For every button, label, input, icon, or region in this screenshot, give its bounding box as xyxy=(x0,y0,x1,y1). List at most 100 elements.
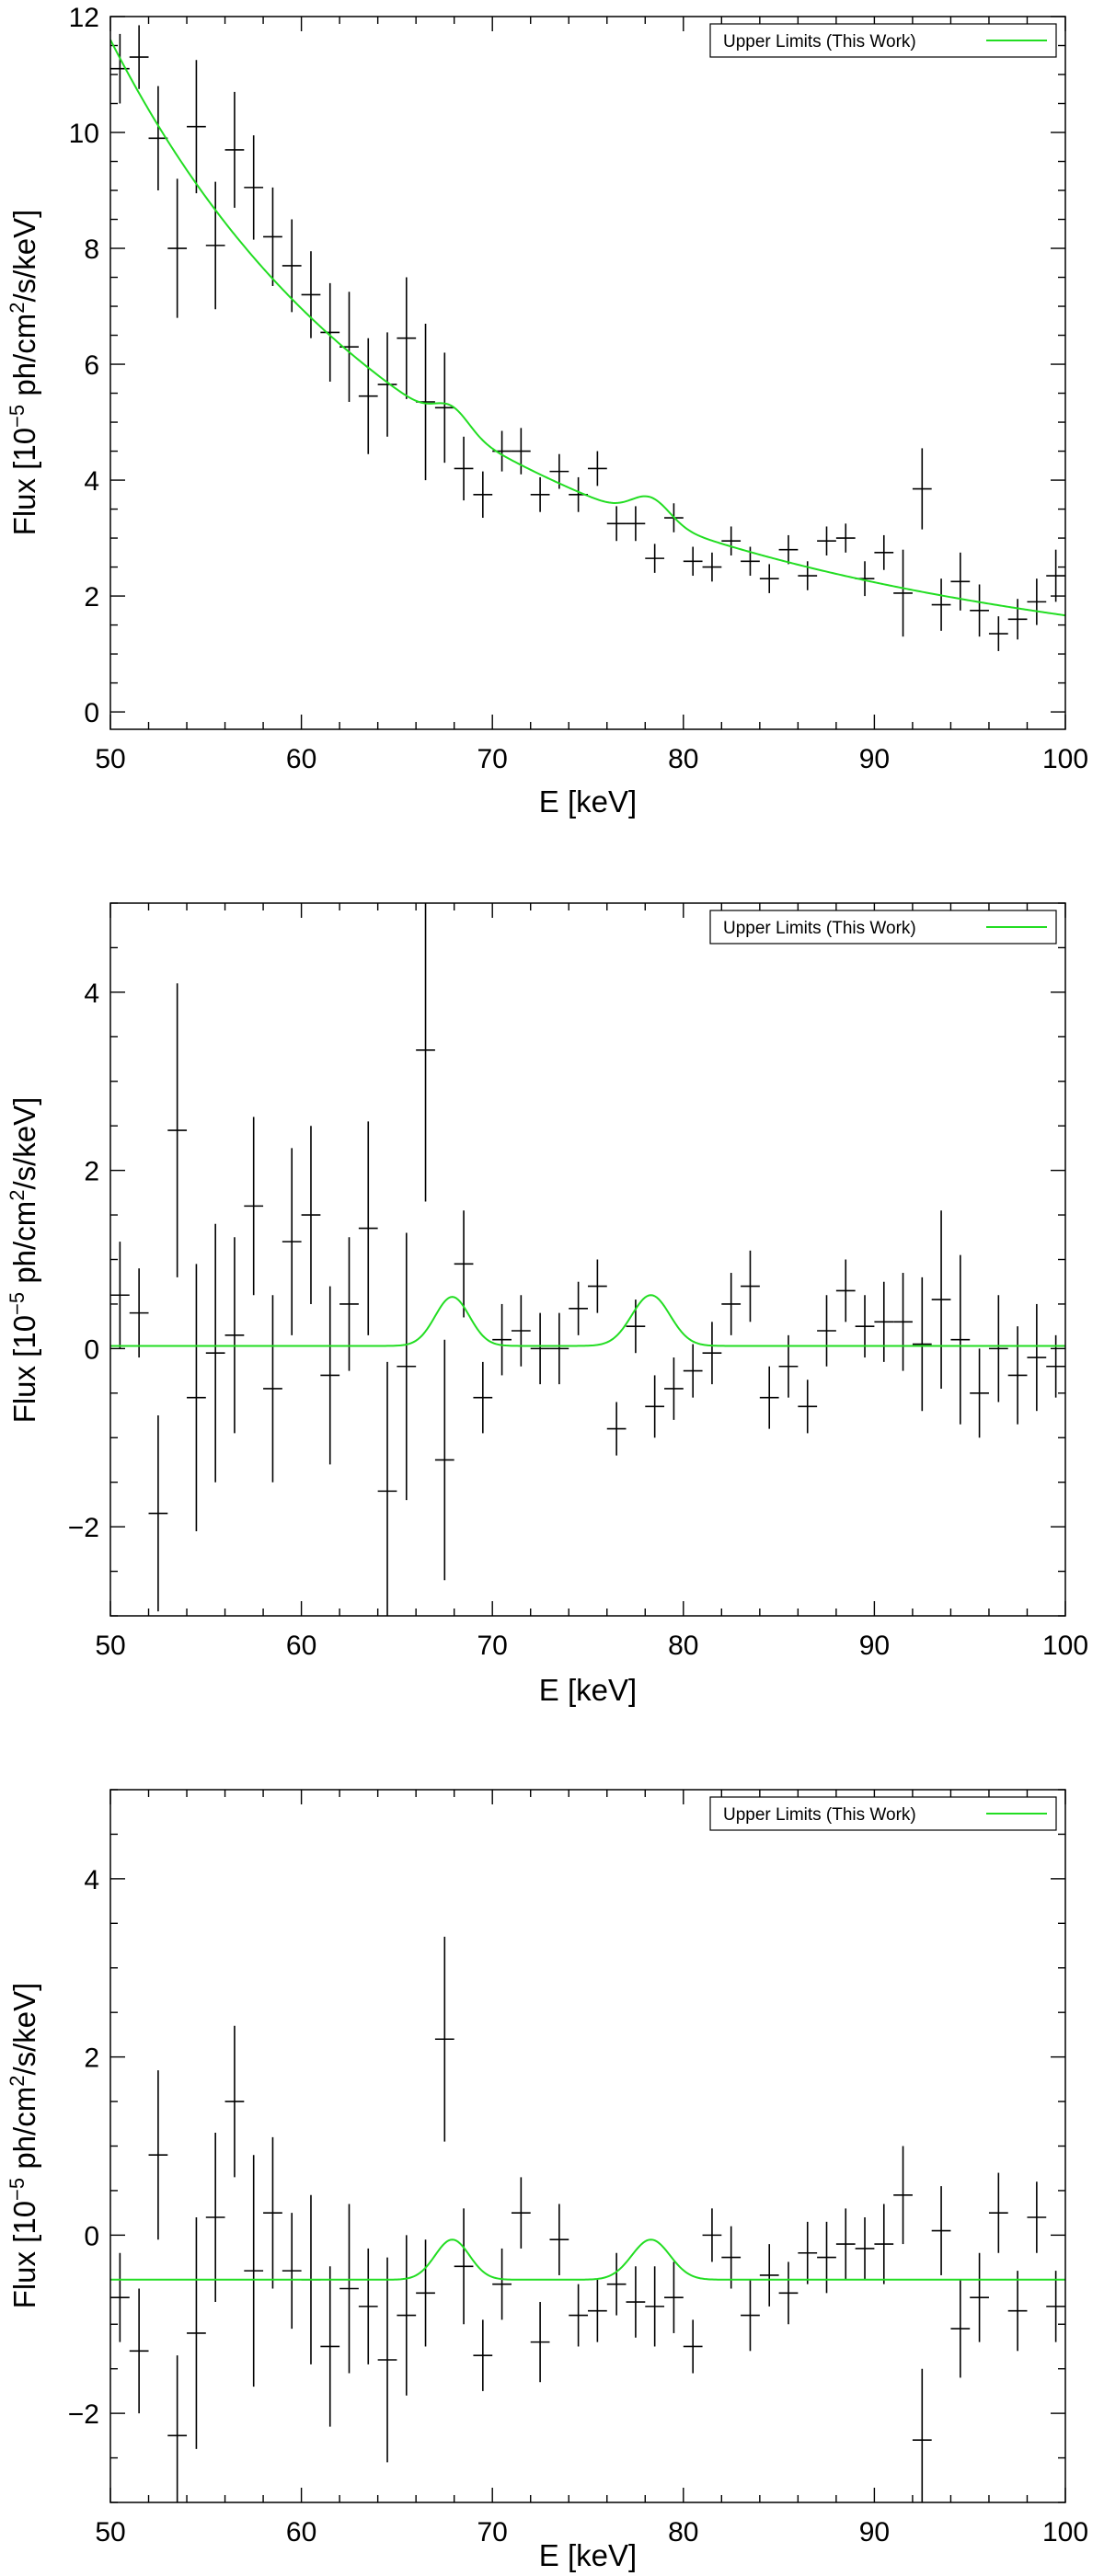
data-point-2-12 xyxy=(339,1237,359,1371)
data-point-3-8 xyxy=(263,2136,282,2289)
y-tick-label-2-1: 0 xyxy=(84,1334,99,1365)
y-tick-label-2-0: −2 xyxy=(68,1513,99,1543)
data-point-3-36 xyxy=(798,2221,818,2284)
data-point-3-13 xyxy=(358,2248,378,2364)
data-point-1-36 xyxy=(798,561,818,590)
data-point-1-40 xyxy=(874,534,894,570)
data-point-1-22 xyxy=(530,476,550,512)
data-point-2-9 xyxy=(282,1148,302,1335)
data-point-3-47 xyxy=(1007,2271,1028,2352)
data-point-2-30 xyxy=(683,1344,703,1398)
data-point-1-38 xyxy=(835,523,856,553)
data-point-1-32 xyxy=(721,526,742,555)
legend-box-2 xyxy=(709,910,1057,945)
data-point-3-35 xyxy=(778,2261,799,2325)
data-point-2-44 xyxy=(950,1254,971,1425)
panel-3: 50 60 70 80 90 100 −2 0 2 4 Upper Limits (This Wo… xyxy=(6,1789,1088,2572)
data-point-1-19 xyxy=(473,471,493,519)
data-point-2-33 xyxy=(741,1250,760,1322)
data-point-2-1 xyxy=(129,1268,149,1358)
x-tick-label-2-3: 80 xyxy=(668,1631,698,1661)
data-point-3-20 xyxy=(492,2248,512,2320)
data-point-1-49 xyxy=(1046,549,1065,602)
data-point-2-39 xyxy=(855,1295,875,1358)
y-label-main-1: Flux [10 xyxy=(7,428,41,535)
data-points-2 xyxy=(110,903,1065,1616)
x-axis-label-3: E [keV] xyxy=(539,2538,637,2572)
data-point-1-21 xyxy=(511,428,531,475)
data-point-3-22 xyxy=(530,2302,550,2383)
model-curve-2 xyxy=(110,1294,1065,1347)
y-tick-label-1-1: 2 xyxy=(84,582,99,613)
data-point-1-26 xyxy=(606,506,627,542)
x-tick-label-1-4: 90 xyxy=(859,744,890,774)
data-point-3-24 xyxy=(569,2284,588,2347)
data-point-2-38 xyxy=(835,1259,856,1322)
data-point-1-6 xyxy=(224,91,245,208)
y-tick-label-3-1: 0 xyxy=(84,2221,99,2251)
data-point-3-26 xyxy=(606,2252,627,2316)
data-point-1-44 xyxy=(950,552,971,611)
data-point-3-46 xyxy=(988,2172,1008,2253)
y-tick-label-1-5: 10 xyxy=(69,119,99,149)
x-tick-label-2-0: 50 xyxy=(95,1631,125,1661)
data-point-3-49 xyxy=(1046,2271,1065,2342)
y-tick-label-2-3: 4 xyxy=(84,979,99,1009)
panel-1: 50 60 70 80 90 100 0 2 4 6 8 10 12 Upper Limits (Thi… xyxy=(6,3,1088,819)
data-point-2-6 xyxy=(224,1237,245,1434)
data-point-3-19 xyxy=(473,2319,493,2391)
data-point-2-22 xyxy=(530,1312,550,1385)
data-point-3-15 xyxy=(397,2235,417,2396)
legend-2: Upper Limits (This Work) xyxy=(709,910,1057,945)
data-point-1-10 xyxy=(301,251,321,338)
x-tick-label-3-4: 90 xyxy=(859,2517,890,2547)
x-tick-label-1-2: 70 xyxy=(477,744,508,774)
data-point-1-48 xyxy=(1027,578,1047,625)
data-point-3-2 xyxy=(148,2070,168,2240)
data-point-1-2 xyxy=(148,86,168,191)
data-point-3-23 xyxy=(549,2204,569,2275)
data-point-2-36 xyxy=(798,1380,818,1434)
data-point-2-8 xyxy=(263,1295,282,1483)
x-tick-label-3-5: 100 xyxy=(1042,2517,1088,2547)
data-point-2-17 xyxy=(434,1339,454,1581)
data-point-3-48 xyxy=(1027,2181,1047,2253)
data-point-1-7 xyxy=(244,135,264,240)
data-point-2-19 xyxy=(473,1361,493,1434)
data-point-1-27 xyxy=(626,506,646,542)
data-point-2-45 xyxy=(970,1348,989,1438)
legend-label-2: Upper Limits (This Work) xyxy=(723,919,916,938)
data-point-2-4 xyxy=(187,1264,206,1531)
plot-layer-1: 50 60 70 80 90 100 0 2 4 6 8 10 12 xyxy=(69,3,1088,774)
model-curve-3 xyxy=(110,2238,1065,2281)
model-curve-1 xyxy=(110,39,1065,617)
data-point-3-11 xyxy=(320,2266,340,2427)
data-point-1-9 xyxy=(282,219,302,313)
data-point-2-2 xyxy=(148,1415,168,1612)
data-point-2-25 xyxy=(588,1259,607,1313)
x-tick-label-1-3: 80 xyxy=(668,744,698,774)
data-point-1-25 xyxy=(588,451,607,487)
data-point-2-47 xyxy=(1007,1326,1028,1425)
y-tick-label-3-2: 2 xyxy=(84,2044,99,2074)
data-point-2-3 xyxy=(167,983,188,1277)
data-point-1-18 xyxy=(454,436,474,501)
y-axis-label-3: Flux [10−5 ph/cm2/s/keV] xyxy=(6,1983,41,2309)
y-label-exp-2: −5 xyxy=(6,1292,29,1315)
data-point-2-46 xyxy=(988,1295,1008,1402)
y-tick-label-1-2: 4 xyxy=(84,466,99,497)
data-point-3-5 xyxy=(205,2132,225,2303)
x-axis-label-2: E [keV] xyxy=(539,1673,637,1707)
x-tick-label-2-5: 100 xyxy=(1042,1631,1088,1661)
data-point-2-15 xyxy=(397,1232,417,1501)
data-point-3-33 xyxy=(741,2279,760,2352)
x-tick-label-2-2: 70 xyxy=(477,1631,508,1661)
data-point-3-0 xyxy=(110,2252,130,2342)
data-point-3-7 xyxy=(244,2155,264,2387)
y-label-exp-3: −5 xyxy=(6,2178,29,2201)
y-tick-label-1-3: 6 xyxy=(84,350,99,381)
data-point-3-12 xyxy=(339,2204,359,2374)
data-point-1-42 xyxy=(912,448,932,530)
data-point-3-42 xyxy=(912,2368,932,2502)
data-point-3-31 xyxy=(702,2208,722,2262)
